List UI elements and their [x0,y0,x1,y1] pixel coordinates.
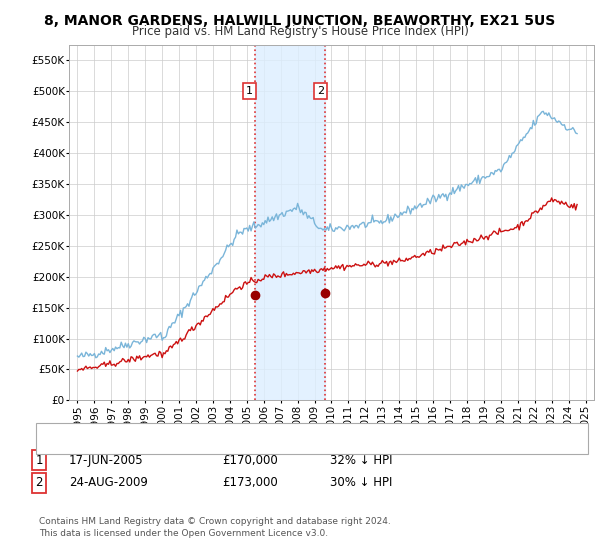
Text: 32% ↓ HPI: 32% ↓ HPI [330,454,392,467]
Text: Contains HM Land Registry data © Crown copyright and database right 2024.: Contains HM Land Registry data © Crown c… [39,517,391,526]
Text: 1: 1 [35,454,43,467]
Text: HPI: Average price, detached house, Torridge: HPI: Average price, detached house, Torr… [69,439,320,449]
Bar [254,45,325,400]
Text: 2: 2 [317,86,324,96]
Text: 8, MANOR GARDENS, HALWILL JUNCTION, BEAWORTHY, EX21 5US (detached house): 8, MANOR GARDENS, HALWILL JUNCTION, BEAW… [69,426,538,436]
Text: 24-AUG-2009: 24-AUG-2009 [69,476,148,489]
Text: —: — [45,424,61,438]
Text: Price paid vs. HM Land Registry's House Price Index (HPI): Price paid vs. HM Land Registry's House … [131,25,469,38]
Text: 30% ↓ HPI: 30% ↓ HPI [330,476,392,489]
Text: 8, MANOR GARDENS, HALWILL JUNCTION, BEAWORTHY, EX21 5US: 8, MANOR GARDENS, HALWILL JUNCTION, BEAW… [44,14,556,28]
Text: £173,000: £173,000 [222,476,278,489]
Text: 1: 1 [246,86,253,96]
Text: 17-JUN-2005: 17-JUN-2005 [69,454,143,467]
Text: This data is licensed under the Open Government Licence v3.0.: This data is licensed under the Open Gov… [39,529,328,538]
Text: —: — [45,437,61,451]
Text: £170,000: £170,000 [222,454,278,467]
Text: 2: 2 [35,476,43,489]
